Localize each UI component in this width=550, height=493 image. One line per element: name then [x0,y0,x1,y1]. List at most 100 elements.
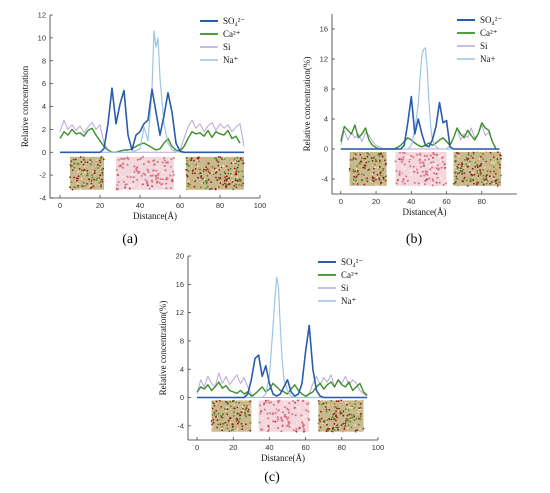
atom-dot [233,411,235,414]
atom-dot [171,178,174,181]
atom-dot [216,187,219,189]
atom-dot [157,177,160,180]
atom-dot [464,166,467,169]
atom-dot [339,412,342,415]
atom-dot [473,173,476,176]
atom-dot [213,167,216,170]
atom-dot [301,421,304,424]
chart-panel-1: -4 -2 0 2 4 6 8 10 12 0 20 40 60 80 100 Distance(Å) Rela… [20,11,266,247]
atom-dot [193,185,196,188]
atom-dot [266,430,269,433]
atom-dot [158,181,161,184]
atom-dot [228,159,231,162]
atom-dot [286,424,289,427]
atom-dot [171,166,174,168]
atom-dot [241,428,244,431]
atom-dot [359,418,362,421]
atom-dot [396,179,399,182]
atom-dot [382,178,385,180]
atom-dot [480,152,482,154]
x-tick-label: 20 [96,201,104,210]
atom-dot [488,171,491,173]
atom-dot [245,423,247,426]
atom-dot [455,171,457,173]
atom-dot [239,180,242,183]
atom-dot [413,181,416,184]
atom-dot [236,417,238,420]
atom-dot [227,419,230,422]
y-tick-label: 6 [42,79,46,88]
atom-dot [481,181,483,184]
atom-dot [352,158,354,161]
atom-dot [102,167,105,170]
atom-dot [295,430,298,433]
atom-dot [101,171,104,174]
atom-dot [219,173,222,176]
atom-dot [324,406,327,408]
legend-label: SO₄²⁻ [223,16,245,26]
atom-dot [344,408,347,410]
atom-dot [493,162,495,165]
atom-dot [211,426,214,428]
atom-dot [77,185,79,187]
atom-dot [342,422,345,425]
atom-dot [156,188,158,191]
atom-dot [373,180,375,183]
atom-dot [495,179,498,182]
atom-dot [384,159,386,162]
atom-dot [83,165,86,168]
atom-dot [335,400,338,403]
atom-dot [469,171,471,174]
atom-dot [235,399,238,402]
atom-dot [416,171,419,174]
atom-dot [478,154,481,157]
atom-dot [187,180,190,182]
atom-dot [240,162,243,165]
atom-dot [297,406,300,409]
atom-dot [76,179,78,182]
atom-dot [115,187,118,190]
atom-dot [419,153,422,156]
atom-dot [337,428,339,431]
atom-dot [423,154,426,157]
atom-dot [124,186,127,189]
atom-dot [350,426,353,429]
atom-dot [185,157,188,160]
atom-dot [435,181,438,184]
atom-dot [350,406,353,409]
atom-dot [329,426,331,428]
atom-dot [159,178,162,181]
atom-dot [402,156,405,159]
atom-dot [478,171,480,174]
atom-dot [194,172,196,175]
atom-dot [339,410,342,413]
atom-dot [381,155,384,158]
atom-dot [287,420,290,423]
atom-dot [212,418,215,421]
atom-dot [172,173,175,176]
atom-dot [236,166,239,169]
atom-dot [229,405,232,408]
atom-dot [206,160,209,163]
atom-dot [89,160,92,163]
atom-dot [375,178,377,181]
atom-dot [496,185,499,187]
atom-dot [238,401,241,404]
x-tick-label: 20 [372,197,380,206]
x-tick-label: 40 [265,443,273,452]
atom-dot [346,427,349,430]
atom-dot [152,169,155,172]
atom-dot [242,399,245,402]
atom-dot [405,175,408,178]
atom-dot [457,163,460,166]
atom-dot [308,419,311,421]
y-tick-label: 12 [176,308,184,317]
atom-dot [349,420,352,423]
atom-dot [213,412,216,415]
atom-dot [402,151,405,154]
atom-dot [249,429,252,432]
atom-dot [301,400,304,403]
atom-dot [371,172,373,175]
atom-dot [248,405,251,408]
atom-dot [301,422,304,425]
